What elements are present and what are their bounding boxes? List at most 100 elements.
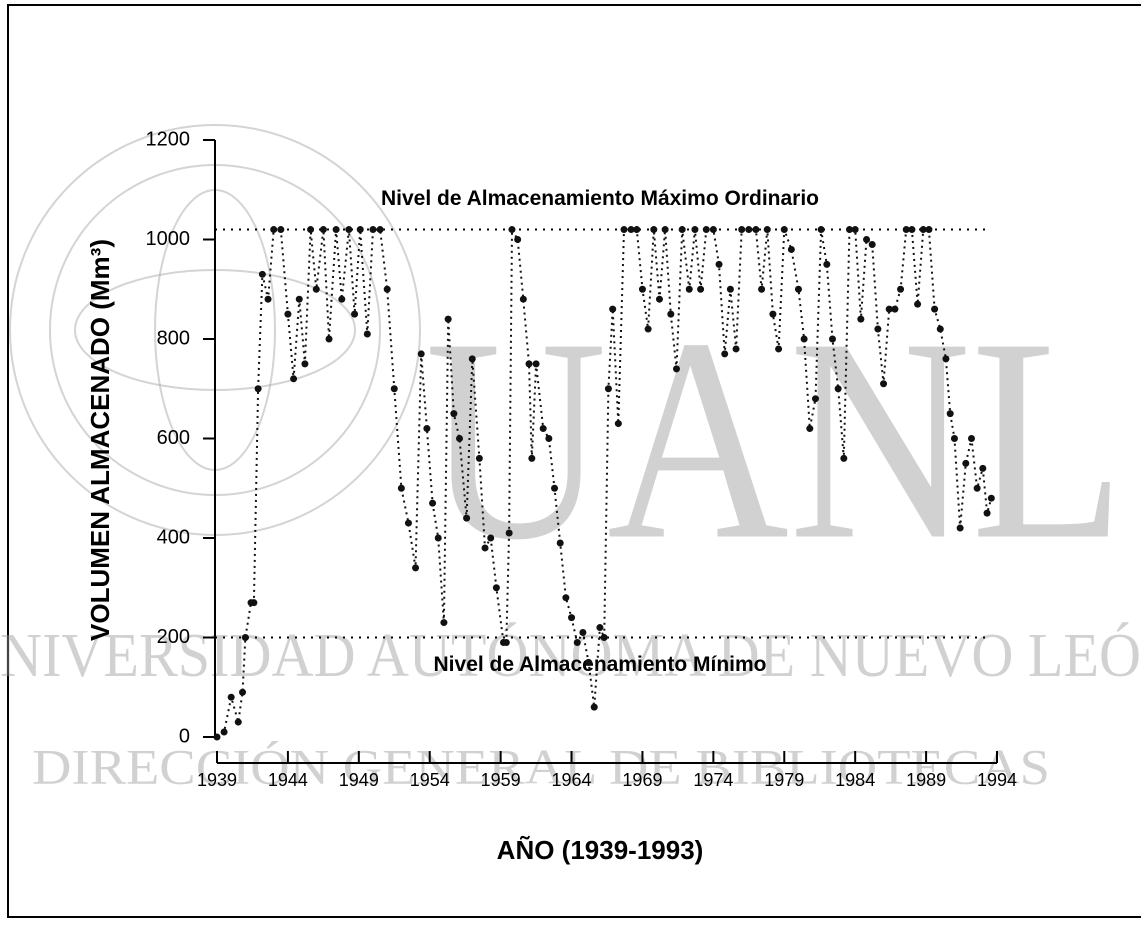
- y-tick-label: 200: [157, 626, 190, 648]
- data-point: [758, 285, 766, 293]
- data-point: [562, 594, 570, 602]
- y-tick-label: 600: [157, 427, 190, 449]
- x-tick-label: 1984: [835, 770, 875, 790]
- data-point: [685, 285, 693, 293]
- x-tick-label: 1974: [693, 770, 733, 790]
- data-point: [902, 226, 910, 234]
- data-point: [475, 454, 483, 462]
- watermark-text: UANL: [425, 279, 1125, 600]
- data-point: [846, 226, 854, 234]
- data-point: [973, 484, 981, 492]
- data-point: [258, 270, 266, 278]
- x-tick-label: 1939: [197, 770, 237, 790]
- data-point: [429, 499, 437, 507]
- data-point: [775, 345, 783, 353]
- data-point: [787, 245, 795, 253]
- data-point: [914, 300, 922, 308]
- data-point: [633, 226, 641, 234]
- data-point: [338, 295, 346, 303]
- data-point: [863, 236, 871, 243]
- data-point: [620, 226, 628, 234]
- data-point: [956, 524, 964, 532]
- x-tick-label: 1944: [268, 770, 308, 790]
- data-point: [908, 226, 916, 234]
- data-point: [919, 226, 927, 234]
- data-point: [220, 728, 228, 736]
- data-point: [609, 305, 617, 313]
- data-point: [823, 260, 831, 268]
- data-point: [568, 614, 576, 622]
- data-point: [525, 360, 533, 368]
- x-tick-label: 1989: [906, 770, 946, 790]
- data-point: [691, 226, 699, 234]
- data-point: [397, 484, 405, 492]
- data-point: [817, 226, 825, 234]
- data-point: [325, 335, 333, 343]
- data-point: [277, 226, 285, 234]
- data-point: [332, 226, 340, 234]
- data-point: [752, 226, 760, 234]
- data-point: [885, 305, 893, 313]
- data-point: [931, 305, 939, 313]
- data-point: [505, 529, 513, 537]
- data-point: [644, 325, 652, 333]
- data-point: [404, 519, 412, 527]
- data-point: [551, 484, 559, 492]
- data-point: [363, 330, 371, 338]
- x-tick-label: 1954: [410, 770, 450, 790]
- x-tick-label: 1949: [339, 770, 379, 790]
- data-point: [376, 226, 384, 234]
- data-point: [661, 226, 669, 234]
- watermark-text: DIRECCIÓN GENERAL DE BIBLIOTECAS: [32, 738, 1050, 794]
- data-point: [295, 295, 303, 303]
- data-point: [874, 325, 882, 333]
- data-point: [857, 315, 865, 323]
- data-point: [545, 435, 553, 442]
- data-point: [925, 226, 933, 234]
- data-point: [312, 285, 320, 293]
- data-point: [351, 310, 359, 318]
- data-point: [519, 295, 527, 303]
- data-point: [780, 226, 788, 234]
- data-point: [456, 435, 464, 442]
- data-point: [284, 310, 292, 318]
- data-point: [213, 733, 221, 741]
- data-point: [726, 285, 734, 293]
- data-point: [946, 410, 954, 418]
- x-tick-label: 1959: [481, 770, 521, 790]
- data-point: [556, 539, 564, 547]
- data-point: [356, 226, 364, 234]
- data-point: [794, 285, 802, 293]
- data-point: [738, 226, 746, 234]
- data-point: [463, 514, 471, 522]
- data-point: [987, 494, 995, 502]
- data-point: [732, 345, 740, 353]
- x-tick-label: 1964: [552, 770, 592, 790]
- data-point: [254, 385, 262, 393]
- data-point: [239, 688, 247, 696]
- data-point: [709, 226, 717, 234]
- y-tick-label: 400: [157, 526, 190, 548]
- data-point: [434, 534, 442, 542]
- data-point: [508, 226, 516, 234]
- data-point: [417, 350, 425, 358]
- data-point: [440, 619, 448, 627]
- data-point: [573, 638, 581, 646]
- data-point: [412, 564, 420, 572]
- data-point: [672, 365, 680, 373]
- data-point: [614, 420, 622, 428]
- y-tick-label: 1000: [146, 228, 191, 250]
- data-point: [270, 226, 278, 234]
- watermark-text: NIVERSIDAD AUTÓNOMA DE NUEVO LEÓ: [0, 622, 1141, 690]
- data-point: [532, 360, 540, 368]
- data-point: [596, 624, 604, 632]
- data-point: [301, 360, 309, 368]
- data-point: [627, 226, 635, 234]
- data-point: [745, 226, 753, 234]
- data-point: [800, 335, 808, 343]
- data-point: [828, 335, 836, 343]
- data-point: [502, 638, 510, 646]
- x-tick-label: 1979: [764, 770, 804, 790]
- data-point: [539, 425, 547, 433]
